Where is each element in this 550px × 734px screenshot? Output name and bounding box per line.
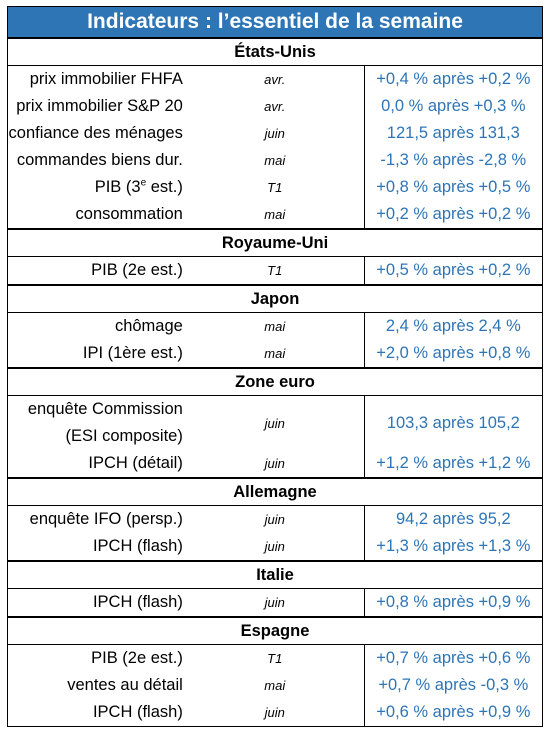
- indicator-period: mai: [264, 153, 286, 168]
- indicator-period: juin: [185, 699, 365, 727]
- indicator-value: +0,5 % après +0,2 %: [363, 256, 544, 285]
- section-header-ez: Zone euro: [7, 367, 543, 396]
- indicator-period: avr.: [264, 99, 286, 114]
- indicator-value: +0,6 % après +0,9 %: [363, 699, 544, 727]
- table-row: IPCH (flash) juin +1,3 % après +1,3 %: [6, 533, 544, 561]
- table-row: prix immobilier S&P 20 avr. 0,0 % après …: [6, 93, 544, 120]
- indicator-label: commandes biens dur.: [6, 147, 186, 174]
- indicator-label: PIB (3e est.): [6, 174, 186, 201]
- table-row: enquête IFO (persp.) juin 94,2 après 95,…: [6, 505, 544, 533]
- table-row: IPCH (détail) juin +1,2 % après +1,2 %: [6, 450, 544, 478]
- indicators-table-panel: Indicateurs : l’essentiel de la semaine …: [6, 6, 544, 727]
- indicator-period: juin: [264, 456, 285, 471]
- indicator-value: +0,8 % après +0,5 %: [363, 174, 544, 201]
- label-line: enquête Commission: [27, 400, 183, 418]
- indicator-period: T1: [267, 263, 283, 278]
- indicator-period: juin: [264, 595, 285, 610]
- table-row: ventes au détail mai +0,7 % après -0,3 %: [6, 672, 544, 699]
- label-line: (ESI composite): [65, 427, 183, 445]
- indicator-period: T1: [267, 651, 283, 666]
- indicator-label: enquête Commission (ESI composite): [6, 395, 186, 450]
- section-header-uk: Royaume-Uni: [7, 228, 543, 257]
- indicator-value: 0,0 % après +0,3 %: [363, 93, 544, 120]
- indicator-label: confiance des ménages: [6, 120, 186, 147]
- indicator-period: mai: [264, 346, 286, 361]
- indicator-label: chômage: [6, 312, 186, 340]
- indicator-value: +2,0 % après +0,8 %: [363, 340, 544, 368]
- table-row: enquête Commission (ESI composite) juin 1…: [6, 395, 544, 450]
- label-superscript: e: [140, 177, 147, 189]
- table-row: PIB (2e est.) T1 +0,5 % après +0,2 %: [6, 256, 544, 285]
- indicator-value: 94,2 après 95,2: [363, 505, 544, 533]
- indicator-value: -1,3 % après -2,8 %: [363, 147, 544, 174]
- indicator-label: enquête IFO (persp.): [6, 505, 186, 533]
- section-header-de: Allemagne: [7, 477, 543, 506]
- indicator-label: IPCH (flash): [6, 699, 186, 727]
- indicator-label: prix immobilier S&P 20: [6, 93, 186, 120]
- label-text: est.): [146, 178, 183, 196]
- table-row: PIB (3e est.) T1 +0,8 % après +0,5 %: [6, 174, 544, 201]
- label-text: PIB (3: [94, 178, 141, 196]
- table-row: IPCH (flash) juin +0,8 % après +0,9 %: [6, 588, 544, 617]
- indicator-value: +1,2 % après +1,2 %: [363, 450, 544, 478]
- section-header-it: Italie: [7, 560, 543, 589]
- indicator-value: 121,5 après 131,3: [363, 120, 544, 147]
- indicator-period: juin: [264, 126, 285, 141]
- indicator-period: avr.: [264, 72, 286, 87]
- table-row: commandes biens dur. mai -1,3 % après -2…: [6, 147, 544, 174]
- section-header-us: États-Unis: [7, 38, 543, 66]
- indicator-label: IPCH (flash): [6, 533, 186, 561]
- indicator-value: 103,3 après 105,2: [363, 395, 544, 450]
- indicator-label: IPI (1ère est.): [6, 340, 186, 368]
- indicator-label: IPCH (détail): [6, 450, 186, 478]
- table-row: IPCH (flash) juin +0,6 % après +0,9 %: [6, 699, 544, 727]
- indicator-label: PIB (2e est.): [6, 256, 186, 285]
- indicator-period: juin: [264, 415, 285, 431]
- indicator-value: +0,2 % après +0,2 %: [363, 201, 544, 229]
- indicator-period: juin: [264, 512, 285, 527]
- indicator-period: T1: [267, 180, 283, 195]
- indicator-value: +0,7 % après +0,6 %: [363, 644, 544, 672]
- indicator-label: ventes au détail: [6, 672, 186, 699]
- table-row: confiance des ménages juin 121,5 après 1…: [6, 120, 544, 147]
- indicator-label: IPCH (flash): [6, 588, 186, 617]
- table-row: consommation mai +0,2 % après +0,2 %: [6, 201, 544, 229]
- table-row: IPI (1ère est.) mai +2,0 % après +0,8 %: [6, 340, 544, 368]
- indicator-value: +0,4 % après +0,2 %: [363, 65, 544, 93]
- indicator-value: +0,7 % après -0,3 %: [363, 672, 544, 699]
- table-row: PIB (2e est.) T1 +0,7 % après +0,6 %: [6, 644, 544, 672]
- indicator-value: +1,3 % après +1,3 %: [363, 533, 544, 561]
- indicator-label: consommation: [6, 201, 186, 229]
- indicator-period: mai: [264, 319, 286, 334]
- table-row: chômage mai 2,4 % après 2,4 %: [6, 312, 544, 340]
- indicator-period: mai: [264, 207, 286, 222]
- indicators-table: États-Unis prix immobilier FHFA avr. +0,…: [6, 38, 544, 727]
- section-header-es: Espagne: [7, 616, 543, 645]
- table-row: prix immobilier FHFA avr. +0,4 % après +…: [6, 65, 544, 93]
- indicator-value: +0,8 % après +0,9 %: [363, 588, 544, 617]
- indicator-label: prix immobilier FHFA: [6, 65, 186, 93]
- indicator-period: juin: [264, 539, 285, 554]
- section-header-jp: Japon: [7, 284, 543, 313]
- indicator-value: 2,4 % après 2,4 %: [363, 312, 544, 340]
- table-title: Indicateurs : l’essentiel de la semaine: [7, 6, 543, 38]
- indicator-label: PIB (2e est.): [6, 644, 186, 672]
- indicator-period: mai: [264, 678, 286, 693]
